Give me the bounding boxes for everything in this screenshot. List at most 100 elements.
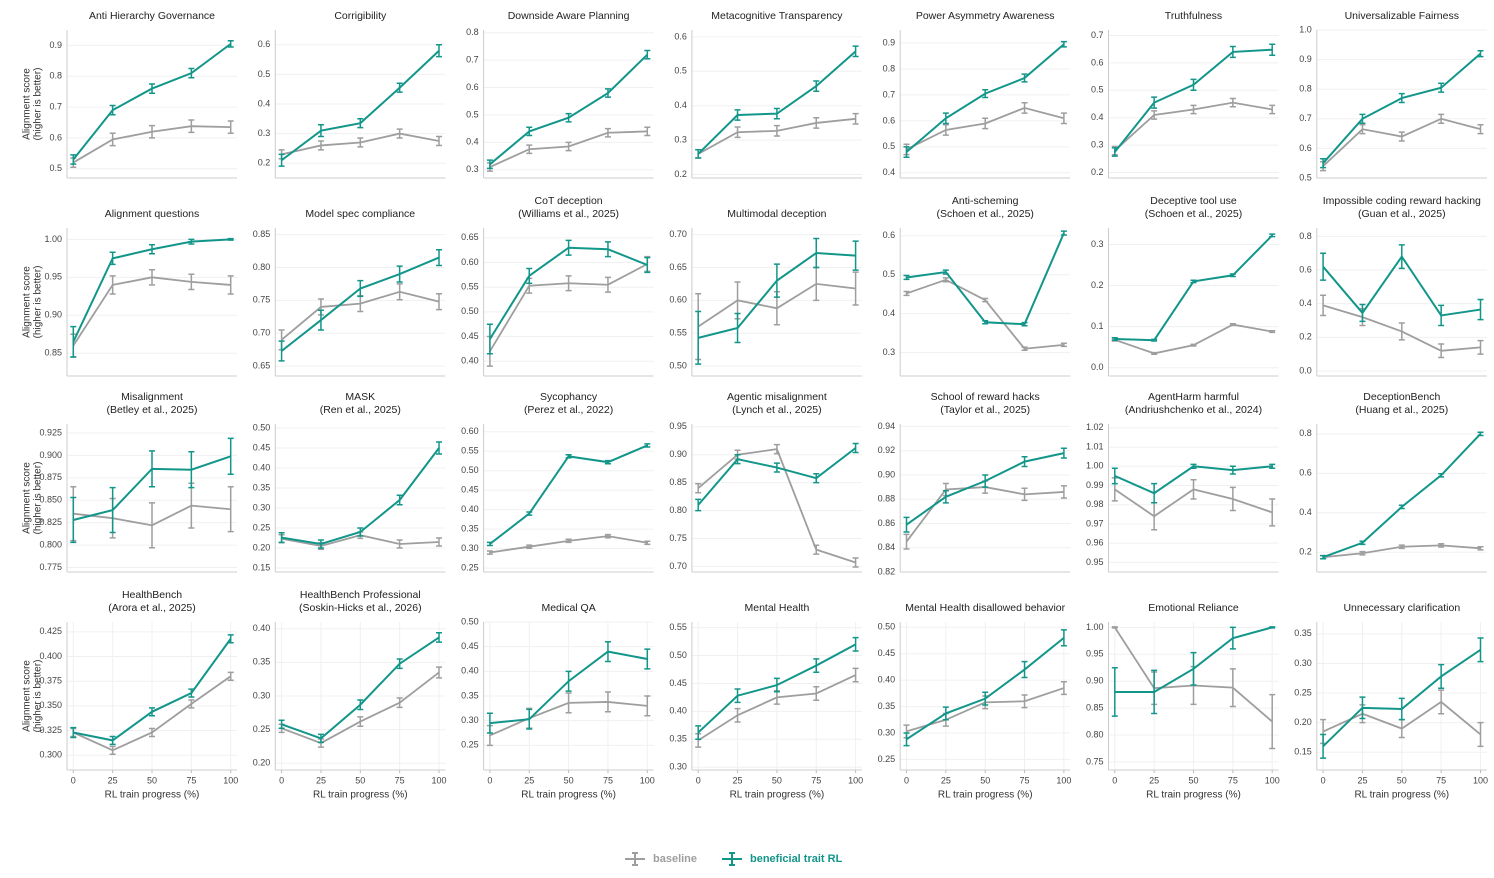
error-bar bbox=[565, 538, 572, 544]
y-tick-label: 0.9 bbox=[1299, 54, 1312, 64]
x-tick-label: 25 bbox=[941, 775, 951, 785]
error-bar bbox=[188, 238, 195, 245]
error-bar bbox=[1398, 244, 1405, 270]
error-bar bbox=[903, 516, 910, 533]
chart-subtitle: (Taylor et al., 2025) bbox=[940, 404, 1030, 416]
error-bar bbox=[604, 691, 611, 713]
error-bar bbox=[604, 276, 611, 293]
y-tick-label: 0.4 bbox=[883, 308, 896, 318]
error-bar bbox=[1229, 668, 1236, 708]
chart-subtitle: (Perez et al., 2022) bbox=[524, 404, 613, 416]
x-tick-label: 25 bbox=[524, 775, 534, 785]
error-bar bbox=[1021, 660, 1028, 679]
subplot: 0.775 0.800 0.825 0.850 0.875 0.900 0.925 Misal… bbox=[22, 391, 237, 573]
chart-title: Agentic misalignment bbox=[727, 391, 827, 403]
chart-subtitle: (Guan et al., 2025) bbox=[1358, 208, 1446, 220]
error-bar bbox=[486, 323, 493, 355]
x-tick-label: 75 bbox=[811, 775, 821, 785]
y-tick-label: 0.3 bbox=[1091, 239, 1104, 249]
subplot: 0.0 0.2 0.4 0.6 0.8 Impossible coding reward … bbox=[1299, 195, 1487, 377]
y-tick-label: 0.375 bbox=[39, 676, 62, 686]
y-tick-label: 0.8 bbox=[1299, 231, 1312, 241]
error-bar bbox=[1438, 663, 1445, 690]
y-tick-label: 0.4 bbox=[1091, 112, 1104, 122]
error-bar bbox=[436, 44, 443, 58]
y-tick-label: 0.55 bbox=[669, 622, 687, 632]
error-bar bbox=[813, 117, 820, 129]
error-bar bbox=[396, 82, 403, 93]
error-bar bbox=[188, 451, 195, 489]
error-bar bbox=[1111, 666, 1118, 717]
error-bar bbox=[227, 237, 234, 241]
subplot: 0.2 0.3 0.4 0.5 0.6 Corrigibility bbox=[258, 10, 446, 179]
y-tick-label: 0.25 bbox=[253, 724, 271, 734]
subplot: 0.75 0.80 0.85 0.90 0.95 1.00 0 25 50 75 100 Emotio… bbox=[1086, 602, 1280, 801]
x-tick-label: 0 bbox=[71, 775, 76, 785]
chart-title: Impossible coding reward hacking bbox=[1323, 195, 1481, 207]
y-tick-label: 0.20 bbox=[253, 758, 271, 768]
y-tick-label: 0.8 bbox=[883, 63, 896, 73]
subplot: 0.15 0.20 0.25 0.30 0.35 0 25 50 75 100 Unnecessar… bbox=[1294, 602, 1488, 801]
subplot: 0.25 0.30 0.35 0.40 0.45 0.50 0.55 0.60 Sycophan… bbox=[461, 391, 654, 573]
error-bar bbox=[357, 716, 364, 728]
error-bar bbox=[1477, 298, 1484, 321]
error-bar bbox=[1229, 273, 1236, 278]
x-tick-label: 100 bbox=[431, 775, 446, 785]
subplot: 0.3 0.4 0.5 0.6 0.7 0.8 Downside Aware Plannin… bbox=[466, 10, 654, 179]
y-tick-label: 0.20 bbox=[253, 542, 271, 552]
error-bar bbox=[644, 49, 651, 60]
x-tick-label: 25 bbox=[1149, 775, 1159, 785]
y-tick-label: 0.7 bbox=[883, 89, 896, 99]
chart-subtitle: (Andriushchenko et al., 2024) bbox=[1125, 404, 1262, 416]
chart-title: Corrigibility bbox=[334, 10, 387, 22]
error-bar bbox=[1151, 351, 1158, 355]
error-bar bbox=[565, 454, 572, 459]
error-bar bbox=[644, 540, 651, 546]
y-tick-label: 0.60 bbox=[669, 295, 687, 305]
y-tick-label: 0.55 bbox=[669, 328, 687, 338]
error-bar bbox=[1021, 346, 1028, 352]
error-bar bbox=[1151, 96, 1158, 109]
y-tick-label: 0.60 bbox=[461, 257, 479, 267]
series-line bbox=[72, 238, 231, 343]
error-bar bbox=[644, 443, 651, 448]
subplot: 0.20 0.25 0.30 0.35 0.40 0 25 50 75 100 HealthBenc… bbox=[253, 589, 447, 801]
error-bar bbox=[1398, 544, 1405, 550]
error-bar bbox=[1229, 97, 1236, 108]
error-bar bbox=[695, 725, 702, 741]
error-bar bbox=[317, 123, 324, 138]
error-bar bbox=[486, 550, 493, 555]
subplot: 0.5 0.6 0.7 0.8 0.9 Anti Hierarchy Governance… bbox=[22, 10, 237, 179]
legend-label: beneficial trait RL bbox=[750, 853, 843, 865]
y-tick-label: 0.30 bbox=[253, 502, 271, 512]
y-tick-label: 0.30 bbox=[878, 727, 896, 737]
y-tick-label: 0.4 bbox=[258, 98, 271, 108]
error-bar bbox=[1151, 338, 1158, 342]
error-bar bbox=[1359, 123, 1366, 135]
y-tick-label: 0.70 bbox=[669, 229, 687, 239]
error-bar bbox=[1060, 230, 1067, 236]
error-bar bbox=[526, 544, 533, 549]
y-tick-label: 0.900 bbox=[39, 450, 62, 460]
error-bar bbox=[1060, 112, 1067, 125]
error-bar bbox=[565, 112, 572, 123]
legend-label: baseline bbox=[653, 853, 697, 865]
error-bar bbox=[1269, 330, 1276, 334]
error-bar bbox=[1359, 540, 1366, 546]
subplot: 0.2 0.4 0.6 0.8 DeceptionBench(Huang et al.,… bbox=[1299, 391, 1487, 573]
x-tick-label: 75 bbox=[1436, 775, 1446, 785]
y-tick-label: 0.25 bbox=[878, 754, 896, 764]
x-tick-label: 75 bbox=[1228, 775, 1238, 785]
error-bar bbox=[396, 658, 403, 670]
error-bar bbox=[1359, 550, 1366, 556]
error-bar bbox=[1190, 104, 1197, 115]
chart-title: Unnecessary clarification bbox=[1343, 602, 1460, 614]
error-bar bbox=[149, 243, 155, 255]
error-bar bbox=[436, 441, 443, 455]
error-bar bbox=[852, 240, 859, 271]
y-tick-label: 0.0 bbox=[1091, 362, 1104, 372]
error-bar bbox=[903, 290, 910, 297]
chart-title: Medical QA bbox=[541, 602, 595, 614]
y-tick-label: 1.02 bbox=[1086, 422, 1104, 432]
subplot: 0.82 0.84 0.86 0.88 0.90 0.92 0.94 School of re… bbox=[878, 391, 1071, 576]
